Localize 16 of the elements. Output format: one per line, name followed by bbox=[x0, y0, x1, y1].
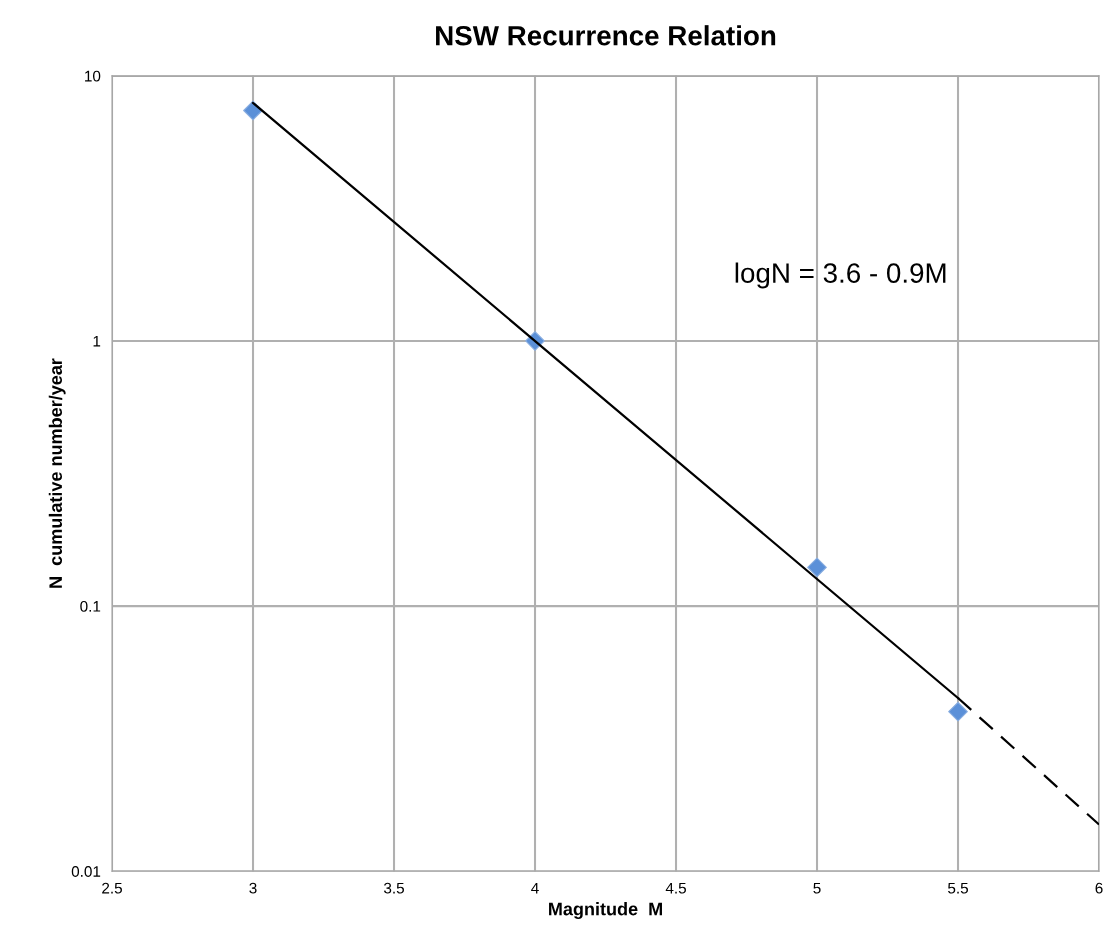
x-tick-label: 5 bbox=[813, 882, 821, 894]
x-tick-label: 4 bbox=[531, 882, 539, 894]
x-tick-label: 3 bbox=[249, 882, 257, 894]
x-tick-label: 3.5 bbox=[383, 882, 404, 894]
y-tick-label: 0.1 bbox=[80, 600, 101, 612]
x-tick-label: 6 bbox=[1095, 882, 1103, 894]
y-tick-label: 0.01 bbox=[71, 866, 101, 877]
x-axis-title: Magnitude M bbox=[549, 902, 662, 920]
x-tick-label: 2.5 bbox=[102, 882, 122, 894]
y-axis-title: N cumulative number/year bbox=[48, 358, 66, 588]
y-tick-label: 1 bbox=[93, 335, 101, 347]
annotation: logN = 3.6 - 0.9M bbox=[735, 262, 946, 289]
x-tick-label: 5.5 bbox=[948, 882, 968, 894]
x-tick-label: 4.5 bbox=[665, 882, 686, 894]
chart-title: NSW Recurrence Relation bbox=[436, 25, 776, 46]
y-tick-label: 10 bbox=[85, 70, 101, 82]
